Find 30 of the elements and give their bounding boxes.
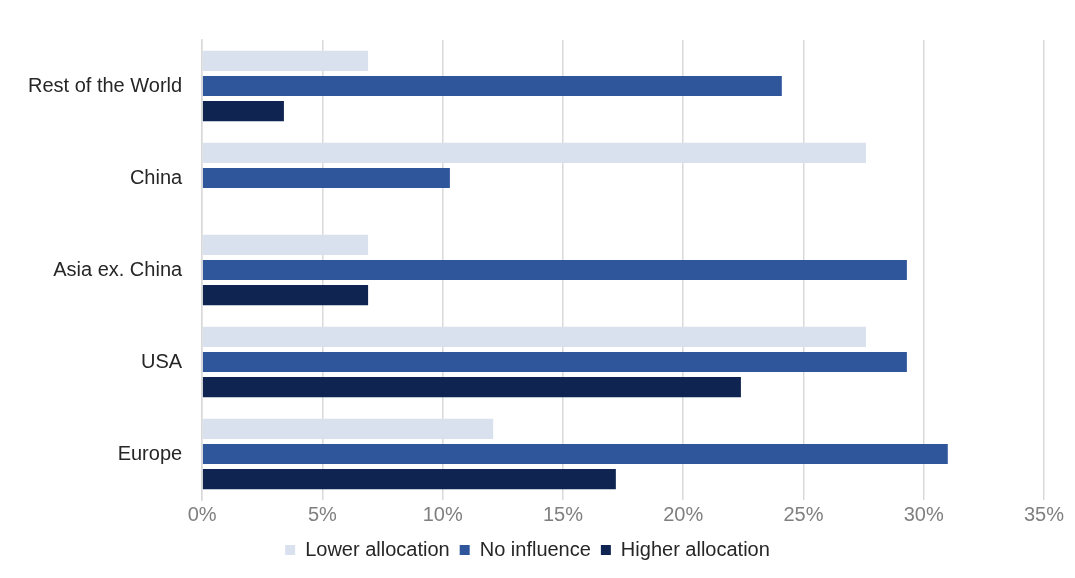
y-tick-label: Europe [117, 441, 183, 464]
bar [202, 50, 369, 71]
legend-label: Higher allocation [620, 537, 770, 560]
bar [202, 418, 494, 439]
bar [202, 469, 616, 490]
bar [202, 351, 907, 373]
y-tick-label: Rest of the World [28, 73, 183, 96]
x-tick-label: 10% [422, 502, 463, 525]
y-tick-label: China [129, 165, 184, 188]
bar [202, 285, 369, 306]
bar [202, 326, 866, 347]
x-tick-label: 20% [663, 502, 704, 525]
bar [202, 101, 284, 122]
y-tick-label: USA [141, 349, 183, 372]
bar [202, 259, 907, 281]
x-tick-label: 0% [187, 502, 217, 525]
bar [202, 75, 782, 97]
bar [202, 377, 741, 398]
x-tick-label: 5% [307, 502, 338, 525]
x-tick-label: 35% [1023, 502, 1065, 525]
bar [202, 142, 866, 163]
legend-label: No influence [479, 537, 591, 560]
bar [202, 167, 450, 189]
y-tick-label: Asia ex. China [53, 257, 183, 280]
x-tick-label: 25% [783, 502, 824, 525]
x-tick-label: 15% [542, 502, 584, 525]
bar [202, 234, 369, 255]
bar [202, 443, 948, 465]
legend-label: Lower allocation [305, 537, 450, 560]
x-tick-label: 30% [903, 502, 944, 525]
